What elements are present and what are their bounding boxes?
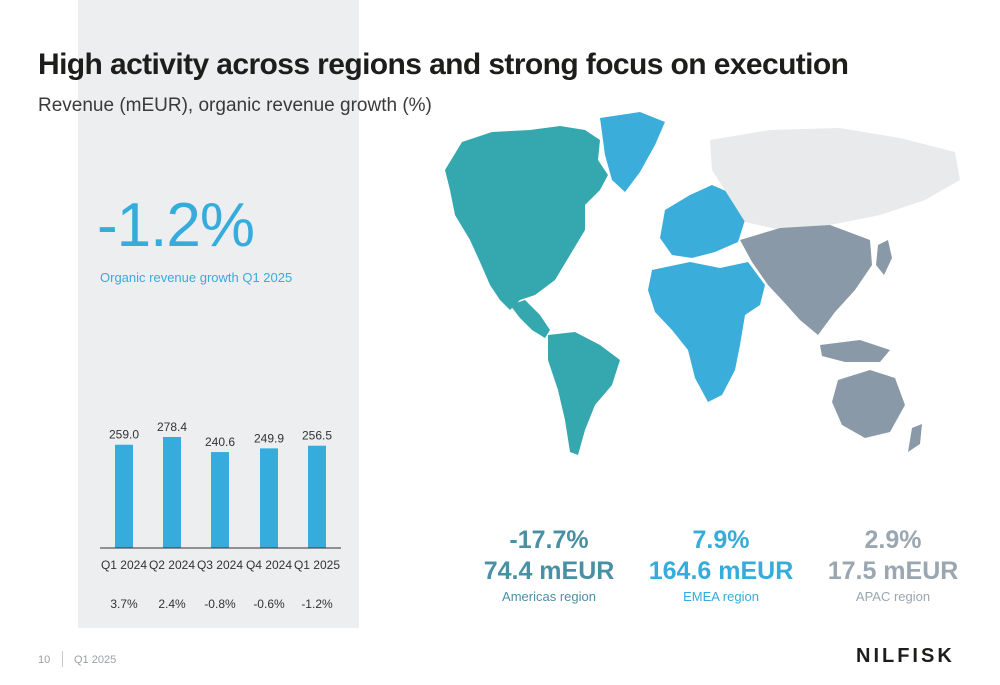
region-americas-label: Americas region — [502, 589, 596, 604]
growth-label-4: -1.2% — [301, 597, 333, 611]
bar-value-label-0: 259.0 — [109, 428, 139, 442]
bar-value-label-1: 278.4 — [157, 420, 187, 434]
footer-divider — [62, 651, 63, 667]
growth-label-3: -0.6% — [253, 597, 285, 611]
bar-3 — [260, 448, 278, 548]
footer-period: Q1 2025 — [74, 654, 117, 666]
region-americas-revenue: 74.4 mEUR — [483, 557, 615, 585]
bar-value-label-2: 240.6 — [205, 435, 235, 449]
nilfisk-logo: NILFISK — [856, 645, 955, 667]
growth-label-2: -0.8% — [204, 597, 236, 611]
region-emea-label: EMEA region — [683, 589, 759, 604]
kpi-organic-growth-value: -1.2% — [97, 191, 255, 260]
category-label-3: Q4 2024 — [246, 558, 292, 572]
region-americas-growth: -17.7% — [509, 526, 589, 554]
region-emea-revenue: 164.6 mEUR — [648, 557, 794, 585]
map-europe — [660, 185, 745, 258]
map-northern-asia — [710, 128, 960, 230]
region-americas: -17.7% 74.4 mEUR Americas region — [469, 525, 629, 607]
map-south-america — [548, 332, 620, 455]
region-apac-label: APAC region — [855, 589, 931, 604]
map-southeast-asia-islands — [820, 340, 890, 362]
page-number: 10 — [38, 654, 51, 666]
map-central-america — [510, 300, 550, 338]
category-label-0: Q1 2024 — [101, 558, 147, 572]
bar-value-label-3: 249.9 — [254, 431, 284, 445]
region-apac-growth: 2.9% — [864, 526, 922, 554]
map-asia — [740, 225, 872, 335]
map-new-zealand — [908, 424, 922, 452]
page-title: High activity across regions and strong … — [38, 48, 849, 81]
bar-4 — [308, 445, 326, 548]
region-apac-revenue: 17.5 mEUR — [827, 557, 959, 585]
map-japan — [876, 240, 892, 275]
growth-label-1: 2.4% — [158, 597, 186, 611]
map-greenland — [600, 112, 665, 192]
map-australia — [832, 370, 905, 438]
bar-0 — [115, 444, 133, 548]
bar-value-label-4: 256.5 — [302, 429, 332, 443]
category-label-4: Q1 2025 — [294, 558, 340, 572]
bar-1 — [163, 437, 181, 548]
category-label-2: Q3 2024 — [197, 558, 243, 572]
map-africa-middle-east — [648, 262, 765, 402]
kpi-organic-growth-caption: Organic revenue growth Q1 2025 — [100, 270, 293, 285]
region-emea: 7.9% 164.6 mEUR EMEA region — [641, 525, 801, 607]
page-subtitle: Revenue (mEUR), organic revenue growth (… — [38, 95, 432, 116]
growth-label-0: 3.7% — [110, 597, 138, 611]
category-label-1: Q2 2024 — [149, 558, 195, 572]
bar-2 — [211, 452, 229, 548]
region-apac: 2.9% 17.5 mEUR APAC region — [813, 525, 973, 607]
region-emea-growth: 7.9% — [692, 526, 750, 554]
map-north-america — [445, 126, 608, 310]
